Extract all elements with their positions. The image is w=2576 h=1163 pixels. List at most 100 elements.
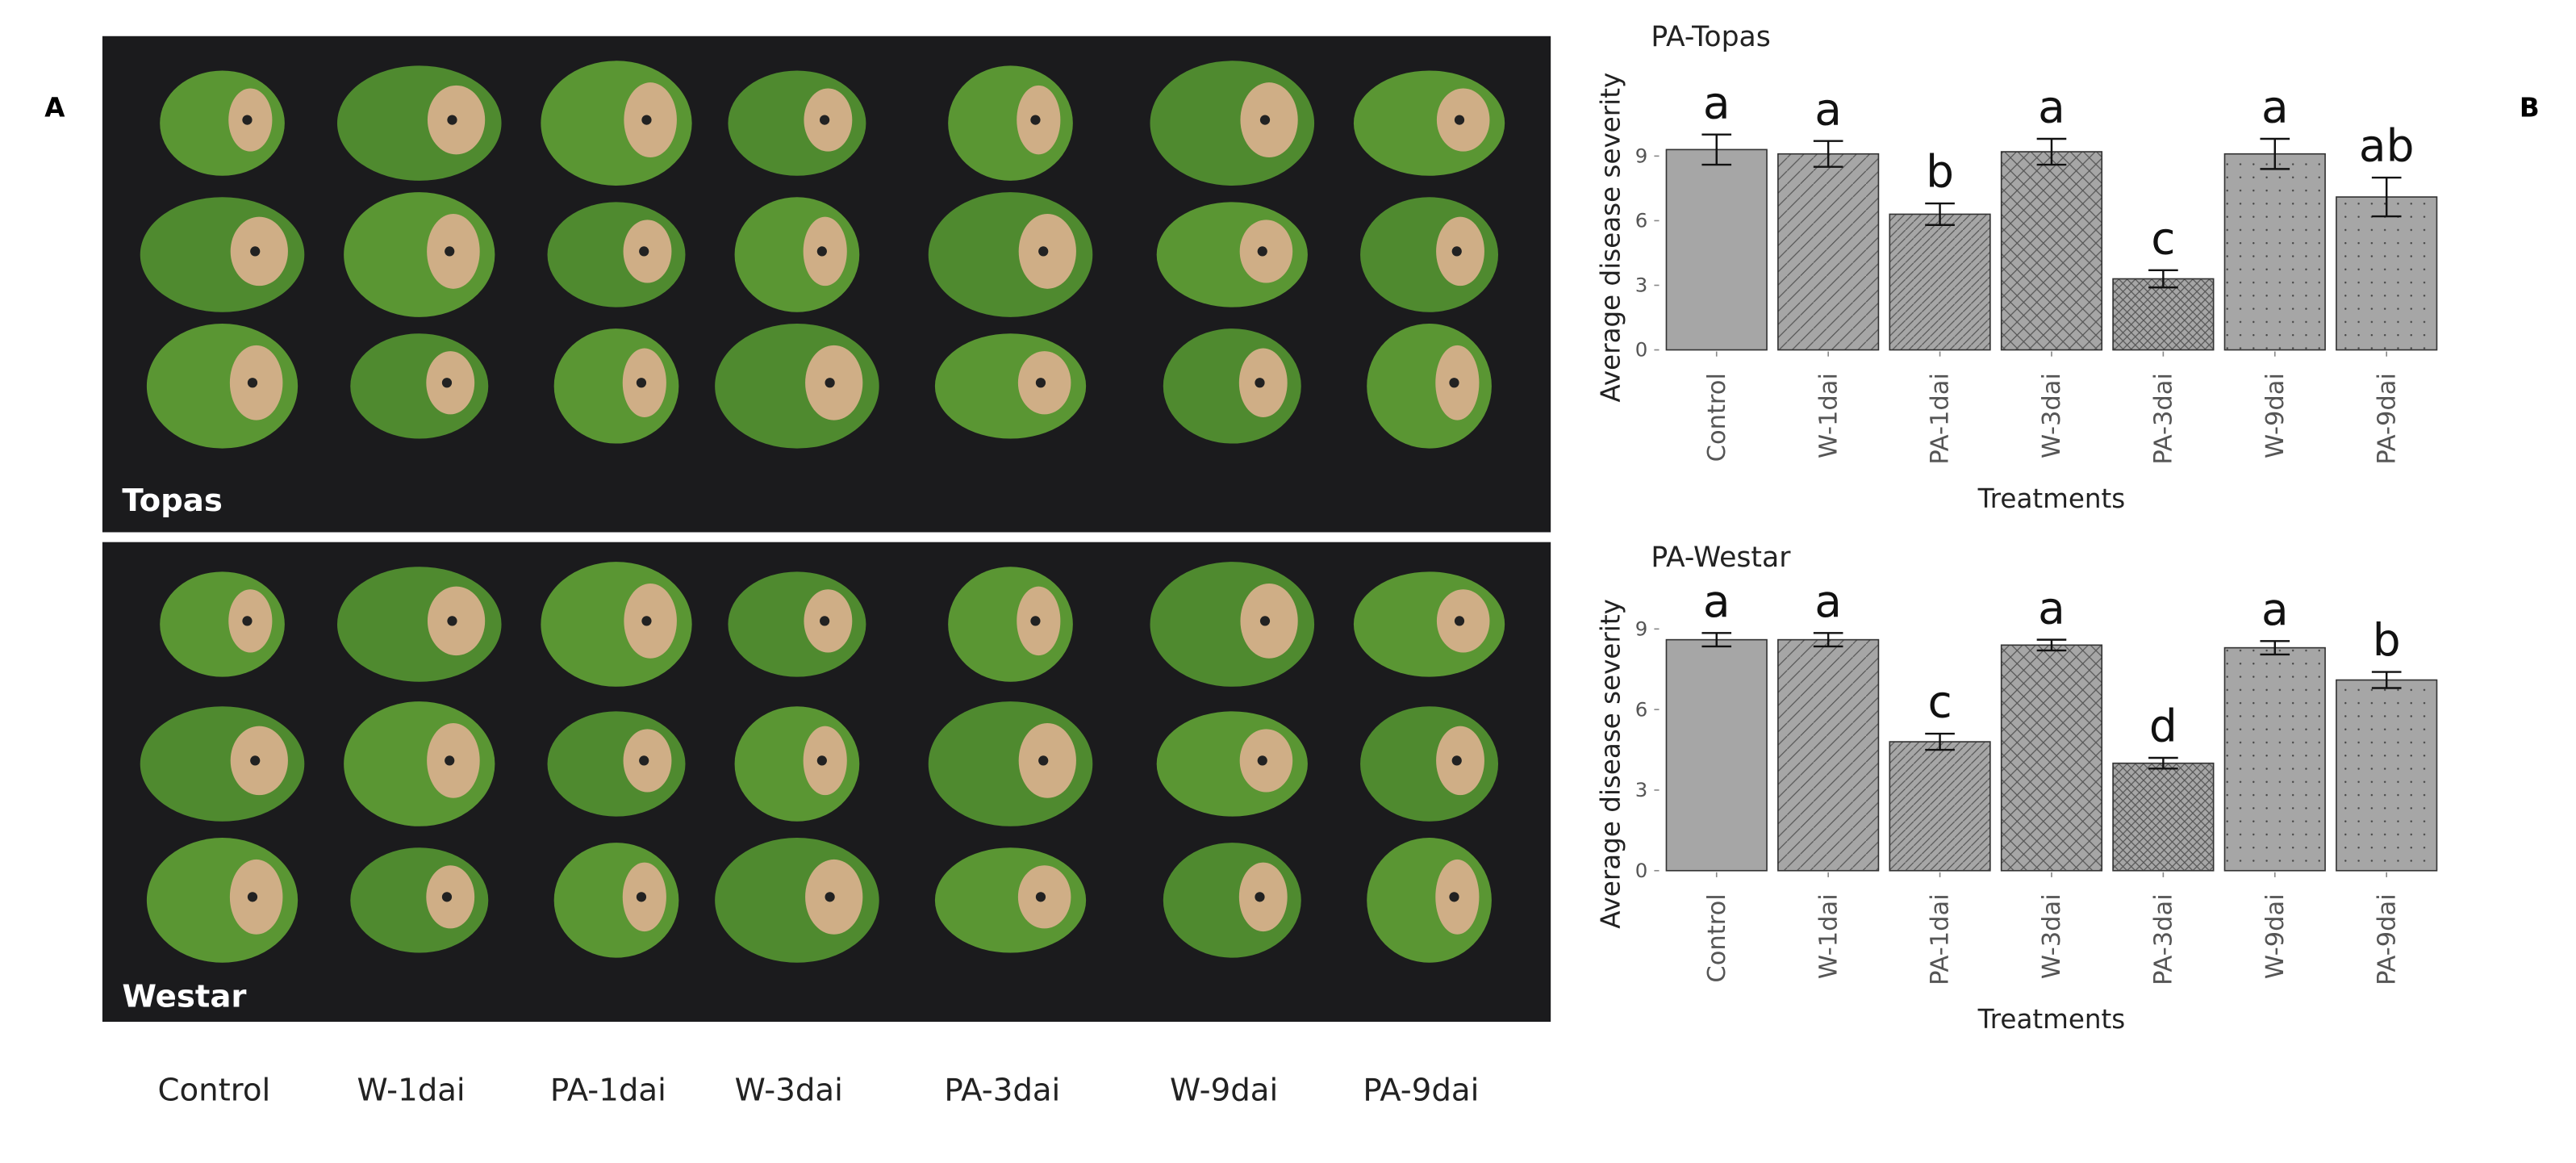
significance-letter: b [2373,614,2401,666]
wound [636,892,647,902]
wound [641,616,652,626]
x-axis-label: Treatments [1977,483,2126,514]
wound [820,616,830,626]
y-tick-label: 0 [1635,859,1648,882]
wound [1030,616,1041,626]
wound [816,755,827,766]
treatment-label: PA-3dai [944,1073,1060,1109]
wound [1259,115,1271,125]
y-axis-label: Average disease severity [1596,73,1626,403]
y-tick-label: 3 [1635,274,1648,297]
x-tick-label: PA-3dai [2150,893,2178,985]
x-tick-label: W-3dai [2038,373,2066,458]
significance-letter: a [1703,575,1731,627]
y-tick-label: 6 [1635,697,1648,721]
wound [1451,246,1462,257]
significance-letter: a [2038,82,2065,133]
bar [2112,762,2215,872]
x-tick-label: PA-9dai [2373,373,2401,465]
treatment-label: W-3dai [735,1073,843,1109]
wound [447,115,457,125]
wound [441,378,453,388]
bar [1665,149,1768,351]
y-tick-label: 9 [1635,617,1648,640]
wound [1257,755,1267,766]
wound [1449,378,1459,388]
wound [441,892,453,902]
y-tick-label: 0 [1635,338,1648,362]
x-tick-label: W-9dai [2261,893,2290,979]
wound [1255,892,1265,902]
significance-letter: ab [2359,120,2415,172]
wound [1454,616,1465,626]
significance-letter: d [2149,701,2177,752]
wound [1454,115,1465,125]
wound [639,755,649,766]
significance-letter: b [1926,146,1954,198]
error-bar [2371,176,2402,218]
significance-letter: a [1703,77,1731,128]
error-bar [1925,732,1955,751]
bar [1777,153,1880,351]
error-bar [2148,756,2178,770]
error-bar [2036,137,2067,166]
wound [1035,892,1046,902]
y-axis-label: Average disease severity [1596,599,1626,929]
treatment-label: PA-1dai [550,1073,666,1109]
wound [242,616,253,626]
wound [816,246,827,257]
error-bar [1701,133,1732,166]
significance-letter: a [2261,584,2289,635]
significance-letter: a [1814,83,1842,135]
wound [825,378,835,388]
wound [820,115,830,125]
error-bar [2371,671,2402,689]
y-tick-label: 9 [1635,144,1648,168]
error-bar [2036,638,2067,652]
wound [445,246,455,257]
significance-letter: c [1927,676,1952,728]
y-tick-label: 6 [1635,209,1648,232]
panel-label: A [44,93,65,123]
treatment-label: Control [157,1073,270,1109]
wound [1451,755,1462,766]
x-tick-label: Control [1703,893,1731,982]
treatment-label: PA-9dai [1363,1073,1479,1109]
error-bar [2148,269,2178,289]
wound [641,115,652,125]
chart-title: PA-Westar [1651,542,1791,574]
x-tick-label: PA-1dai [1927,893,1955,985]
bar [1889,741,1991,872]
significance-letter: c [2151,212,2175,264]
error-bar [1813,140,1843,168]
bar [2223,153,2326,351]
x-tick-label: W-9dai [2261,373,2290,458]
wound [1030,115,1041,125]
error-bar [1925,202,1955,226]
wound [1255,378,1265,388]
wound [250,755,261,766]
wound [247,892,258,902]
wound [242,115,253,125]
x-axis-label: Treatments [1977,1004,2126,1035]
wound [445,755,455,766]
error-bar [2260,137,2290,170]
bar [1665,638,1768,872]
photo-label: Topas [122,483,223,519]
error-bar [1701,632,1732,648]
treatment-label: W-9dai [1170,1073,1278,1109]
wound [1038,246,1049,257]
wound [1035,378,1046,388]
chart-title: PA-Topas [1651,21,1770,53]
bar [2000,151,2103,351]
bar [2223,646,2326,872]
wound [1449,892,1459,902]
x-tick-label: W-1dai [1814,893,1843,979]
bar [2336,679,2438,872]
error-bar [1813,632,1843,648]
bar [2112,278,2215,351]
x-tick-label: W-3dai [2038,893,2066,979]
significance-letter: a [1814,575,1842,627]
panel-label: B [2520,93,2540,123]
